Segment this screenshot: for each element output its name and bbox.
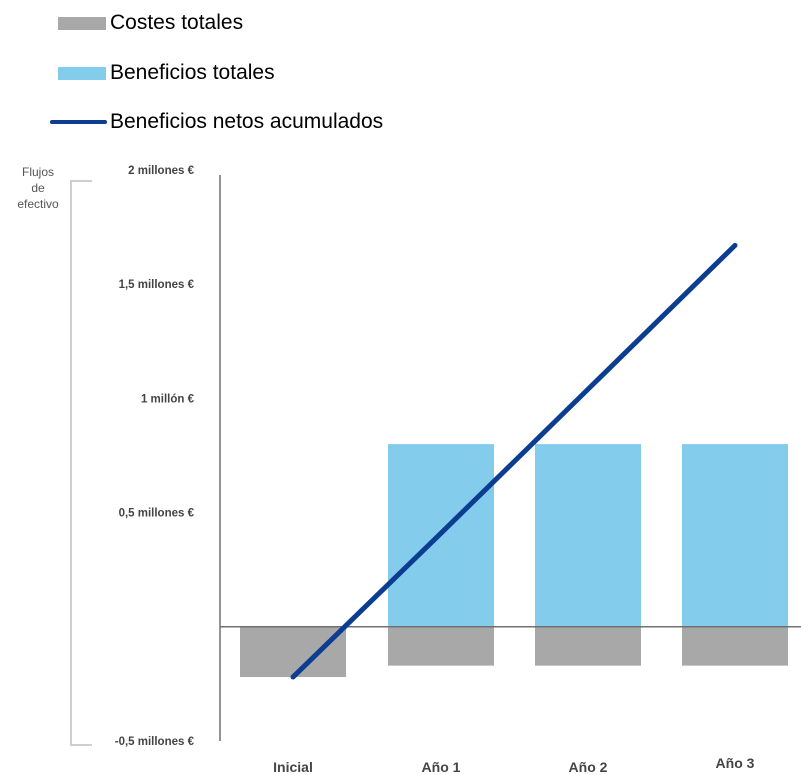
y-axis-title-line: efectivo xyxy=(17,197,59,211)
y-tick-label: -0,5 millones € xyxy=(115,736,195,748)
y-tick-label: 2 millones € xyxy=(128,165,194,177)
y-axis-bracket xyxy=(70,180,92,746)
bar-costs xyxy=(240,626,346,678)
x-tick-label: Inicial xyxy=(273,759,313,775)
y-tick-label: 1,5 millones € xyxy=(119,279,195,291)
legend-line-net xyxy=(50,120,107,124)
legend-label-benefits: Beneficios totales xyxy=(110,61,275,84)
bar-costs xyxy=(388,626,494,666)
legend-swatch-benefits xyxy=(58,67,106,80)
legend-label-net: Beneficios netos acumulados xyxy=(110,110,384,133)
legend-label-costs: Costes totales xyxy=(110,11,244,34)
x-tick-label: Año 2 xyxy=(569,759,608,775)
x-tick-label: Año 1 xyxy=(422,759,461,775)
bar-benefits xyxy=(535,444,641,627)
y-tick-label: 0,5 millones € xyxy=(119,508,195,520)
y-tick-label: 1 millón € xyxy=(141,393,195,405)
x-tick-label: Año 3 xyxy=(716,755,755,771)
legend-swatch-costs xyxy=(58,17,106,30)
bar-benefits xyxy=(682,444,788,627)
net-benefits-line xyxy=(290,242,738,680)
y-axis-title-line: Flujos xyxy=(22,165,54,179)
y-axis-title-line: de xyxy=(31,181,45,195)
bar-costs xyxy=(682,626,788,666)
chart-legend: Costes totales Beneficios totales Benefi… xyxy=(0,0,801,150)
bar-costs xyxy=(535,626,641,666)
